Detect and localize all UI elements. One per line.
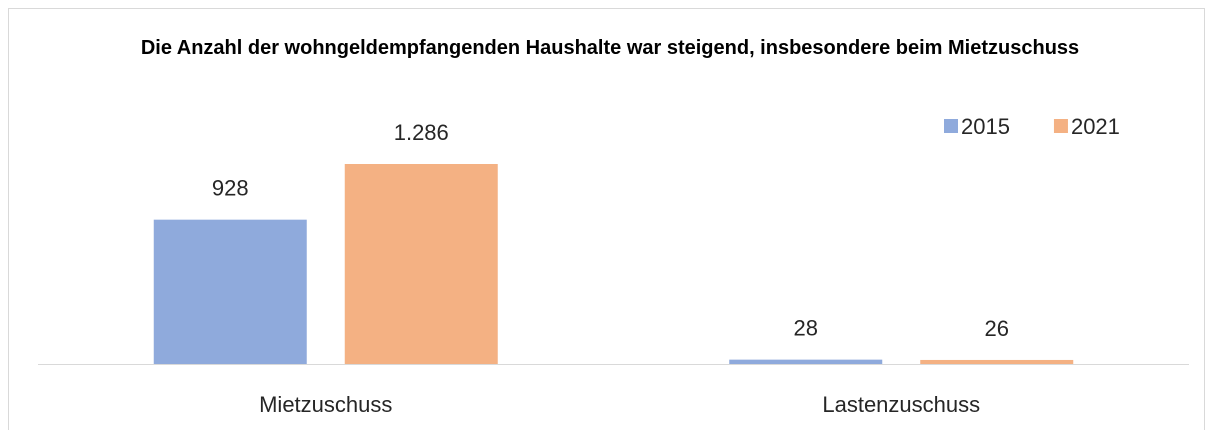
legend-label: 2021 <box>1071 114 1120 139</box>
chart-title: Die Anzahl der wohngeldempfangenden Haus… <box>140 37 1080 59</box>
bar <box>153 219 307 364</box>
data-label: 1.286 <box>394 120 449 145</box>
legend-label: 2015 <box>961 114 1010 139</box>
bar <box>729 359 883 364</box>
bar <box>344 164 498 364</box>
data-label: 28 <box>794 315 818 340</box>
x-tick-label: Mietzuschuss <box>259 392 392 417</box>
legend-swatch <box>944 119 958 133</box>
bar <box>920 359 1074 364</box>
data-label: 928 <box>212 175 249 200</box>
legend-swatch <box>1053 119 1068 133</box>
chart-border <box>8 8 1205 430</box>
x-tick-label: Lastenzuschuss <box>822 392 980 417</box>
data-label: 26 <box>985 316 1009 341</box>
